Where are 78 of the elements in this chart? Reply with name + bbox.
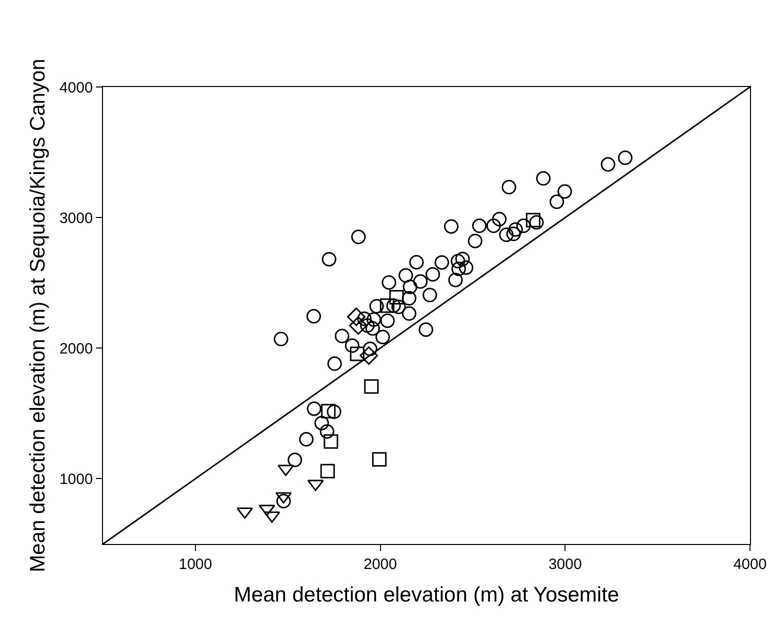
- point: [351, 230, 366, 244]
- point: [375, 330, 390, 344]
- point: [472, 218, 487, 234]
- point: [458, 260, 474, 275]
- point: [380, 298, 394, 313]
- y-tick-label: 1000: [59, 470, 93, 488]
- y-tick-label: 3000: [59, 210, 93, 227]
- point: [402, 291, 416, 306]
- point: [314, 416, 329, 430]
- point: [418, 322, 434, 337]
- point: [618, 150, 632, 166]
- y-tick-label: 2000: [59, 340, 93, 358]
- point: [320, 464, 335, 478]
- point: [492, 212, 507, 226]
- point: [402, 306, 416, 321]
- point: [382, 275, 396, 290]
- point: [536, 171, 551, 186]
- point: [600, 157, 616, 172]
- x-tick-label: 2000: [364, 556, 397, 574]
- point: [448, 272, 463, 288]
- point: [398, 268, 414, 283]
- point: [389, 290, 404, 304]
- point: [444, 219, 459, 234]
- point: [516, 218, 531, 234]
- point: [506, 226, 521, 242]
- x-tick-label: 3000: [548, 556, 582, 574]
- point: [236, 507, 254, 519]
- point: [558, 184, 572, 199]
- point: [306, 309, 321, 324]
- point: [288, 452, 302, 468]
- point: [409, 254, 424, 270]
- point: [360, 346, 378, 365]
- point: [334, 328, 350, 344]
- point: [529, 215, 544, 230]
- point: [278, 464, 294, 476]
- point: [468, 234, 482, 248]
- point: [499, 228, 514, 242]
- point: [369, 298, 384, 314]
- point: [306, 401, 322, 416]
- point: [299, 432, 314, 447]
- point: [386, 298, 401, 313]
- point: [326, 404, 342, 419]
- point: [426, 267, 440, 282]
- point: [486, 218, 501, 234]
- point: [434, 255, 450, 270]
- point: [324, 434, 338, 449]
- point: [349, 316, 368, 335]
- point: [455, 252, 470, 266]
- point: [402, 280, 418, 294]
- point: [274, 332, 288, 346]
- point: [413, 274, 428, 289]
- x-tick-label: 1000: [178, 556, 212, 574]
- x-axis-title: Mean detection elevation (m) at Yosemite: [234, 583, 620, 606]
- point: [422, 288, 438, 302]
- point: [347, 308, 366, 326]
- point: [350, 346, 364, 362]
- point: [344, 338, 360, 353]
- point: [276, 494, 291, 508]
- point: [364, 379, 379, 394]
- point: [307, 480, 324, 492]
- point: [327, 356, 342, 371]
- x-tick-label: 4000: [733, 556, 767, 574]
- point: [451, 262, 466, 276]
- point: [322, 252, 336, 266]
- point: [320, 424, 334, 439]
- point: [365, 321, 380, 336]
- point: [380, 313, 395, 328]
- point: [526, 212, 540, 228]
- y-tick-label: 4000: [59, 79, 93, 96]
- point: [450, 254, 466, 268]
- point: [550, 194, 564, 210]
- point: [502, 180, 516, 194]
- y-axis-title: Mean detection elevation (m) at Sequoia/Kings Canyon: [26, 58, 50, 572]
- point: [360, 318, 375, 333]
- point: [321, 404, 336, 418]
- point: [366, 312, 382, 327]
- point: [508, 222, 523, 237]
- point: [372, 452, 387, 467]
